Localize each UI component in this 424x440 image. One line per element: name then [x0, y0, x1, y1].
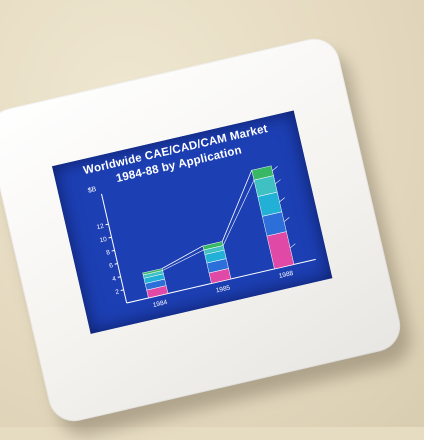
y-tick-mark — [111, 249, 115, 252]
segment-leader-line — [272, 166, 278, 171]
segment-leader-line — [289, 243, 296, 249]
category-label: 1984 — [152, 299, 168, 309]
category-label: 1988 — [278, 270, 294, 280]
y-tick-label: 12 — [96, 223, 105, 232]
connector-line — [162, 249, 204, 271]
y-tick-mark — [120, 289, 124, 292]
y-tick-label: 10 — [99, 236, 108, 245]
slide-film-window: Worldwide CAE/CAD/CAM Market 1984-88 by … — [52, 110, 333, 334]
stacked-bar-chart: $B 2 4 6 8 10 12 1984 1985 1988 — [87, 165, 316, 309]
y-tick-label: 4 — [112, 275, 117, 283]
bar-segment — [266, 231, 295, 270]
bar-segment — [142, 268, 163, 276]
y-tick-mark — [114, 263, 118, 265]
connector-line — [161, 245, 204, 269]
segment-leader-line — [279, 197, 285, 203]
y-axis-label: $B — [87, 186, 97, 195]
y-tick-mark — [117, 276, 121, 278]
connector-line — [222, 179, 255, 246]
y-axis-line — [101, 193, 128, 304]
slide-mount: Worldwide CAE/CAD/CAM Market 1984-88 by … — [0, 33, 406, 427]
connector-line — [221, 170, 253, 242]
y-tick-label: 2 — [115, 288, 120, 296]
segment-leader-line — [283, 217, 290, 222]
y-tick-label: 6 — [109, 262, 114, 270]
segment-leader-line — [275, 179, 281, 185]
bar-segment — [202, 241, 224, 251]
y-tick-label: 8 — [106, 249, 111, 257]
y-tick-mark — [105, 223, 109, 226]
category-label: 1985 — [215, 284, 231, 294]
y-tick-mark — [108, 236, 112, 239]
